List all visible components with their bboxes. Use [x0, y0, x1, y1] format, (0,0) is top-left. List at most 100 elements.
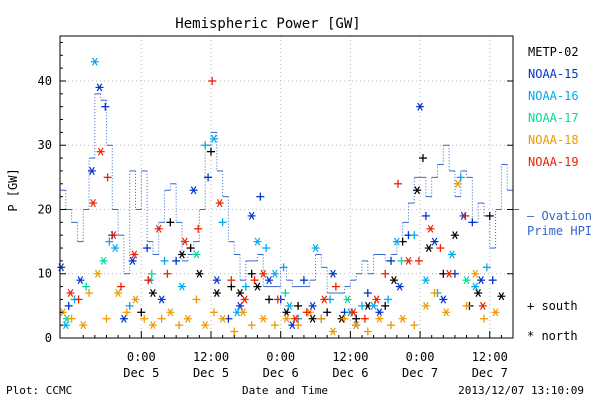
noaa-19-point [250, 276, 259, 285]
legend-symbol-south: + south [527, 299, 578, 313]
y-tick-label: 30 [38, 138, 52, 152]
noaa-18-point [340, 314, 349, 323]
noaa-17-point [147, 269, 156, 278]
noaa-15-point [375, 308, 384, 317]
noaa-16-point [410, 231, 419, 240]
legend-metp-02: METP-02 [528, 45, 579, 59]
metp-02-point [389, 276, 398, 285]
noaa-19-point [445, 269, 454, 278]
noaa-17-point [192, 250, 201, 259]
noaa-19-point [349, 308, 358, 317]
noaa-15-point [128, 256, 137, 265]
noaa-16-point [384, 295, 393, 304]
noaa-18-point [247, 321, 256, 330]
noaa-18-point [85, 289, 94, 298]
noaa-16-point [105, 237, 114, 246]
noaa-15-point [308, 301, 317, 310]
noaa-16-point [421, 276, 430, 285]
noaa-19-point [227, 276, 236, 285]
noaa-19-point [208, 76, 217, 85]
noaa-18-point [175, 321, 184, 330]
noaa-17-point [462, 276, 471, 285]
noaa-16-point [262, 244, 271, 253]
noaa-19-point [163, 269, 172, 278]
noaa-15-point [95, 83, 104, 92]
noaa-19-point [291, 314, 300, 323]
metp-02-point [323, 308, 332, 317]
metp-02-point [424, 244, 433, 253]
noaa-16-point [392, 237, 401, 246]
noaa-17-point [99, 256, 108, 265]
noaa-15-point [395, 282, 404, 291]
noaa-18-point [201, 321, 210, 330]
noaa-16-point [285, 301, 294, 310]
legend: METP-02 NOAA-15 NOAA-16 NOAA-17 NOAA-18 NOAA-… [513, 45, 592, 238]
noaa-18-point [462, 301, 471, 310]
noaa-19-point [331, 282, 340, 291]
metp-02-point [253, 282, 262, 291]
noaa-19-point [89, 199, 98, 208]
noaa-17-point [343, 295, 352, 304]
noaa-19-point [130, 250, 139, 259]
noaa-18-point [166, 308, 175, 317]
noaa-18-point [398, 314, 407, 323]
metp-02-point [166, 218, 175, 227]
metp-02-point [381, 301, 390, 310]
noaa-19-point [320, 295, 329, 304]
noaa-18-point [442, 308, 451, 317]
noaa-17-point [281, 289, 290, 298]
noaa-18-point [218, 314, 227, 323]
noaa-18-point [453, 179, 462, 188]
metp-02-point [137, 308, 146, 317]
legend-noaa-17: NOAA-17 [528, 111, 579, 125]
noaa-19-point [478, 301, 487, 310]
metp-02-point [294, 301, 303, 310]
legend-noaa-15: NOAA-15 [528, 67, 579, 81]
noaa-19-point [302, 308, 311, 317]
y-tick-label: 10 [38, 267, 52, 281]
noaa-15-point [477, 276, 486, 285]
noaa-18-point [67, 314, 76, 323]
noaa-18-point [491, 308, 500, 317]
noaa-15-point [299, 276, 308, 285]
noaa-18-point [148, 321, 157, 330]
noaa-15-point [212, 276, 221, 285]
noaa-18-point [183, 314, 192, 323]
noaa-16-point [482, 263, 491, 272]
noaa-18-point [238, 308, 247, 317]
x-tick-label-date: Dec 5 [123, 366, 159, 380]
noaa-19-point [96, 147, 105, 156]
noaa-16-point [125, 301, 134, 310]
x-tick-label-date: Dec 7 [402, 366, 438, 380]
noaa-15-point [247, 211, 256, 220]
plot-frame [59, 35, 514, 339]
noaa-18-point [430, 289, 439, 298]
noaa-16-point [270, 269, 279, 278]
metp-02-point [450, 231, 459, 240]
noaa-15-point [64, 301, 73, 310]
noaa-15-point [236, 301, 245, 310]
noaa-16-point [218, 218, 227, 227]
noaa-19-point [360, 314, 369, 323]
noaa-16-point [358, 301, 366, 310]
metp-02-point [195, 269, 204, 278]
noaa-18-point [259, 314, 268, 323]
x-tick-label-date: Dec 5 [193, 366, 229, 380]
noaa-19-point [215, 199, 224, 208]
noaa-15-point [87, 166, 96, 175]
noaa-18-point [209, 308, 218, 317]
noaa-18-point [192, 295, 201, 304]
metp-02-point [207, 147, 215, 156]
noaa-18-point [410, 321, 419, 330]
noaa-18-point [471, 269, 480, 278]
noaa-18-point [282, 314, 291, 323]
metp-02-point [148, 289, 157, 298]
noaa-17-point [397, 256, 406, 265]
noaa-19-point [194, 224, 203, 233]
x-tick-label-time: 0:00 [266, 350, 295, 364]
noaa-18-point [93, 269, 102, 278]
chart-title: Hemispheric Power [GW] [175, 16, 360, 32]
noaa-18-point [363, 327, 372, 336]
noaa-19-point [66, 289, 75, 298]
noaa-16-point [471, 282, 480, 291]
